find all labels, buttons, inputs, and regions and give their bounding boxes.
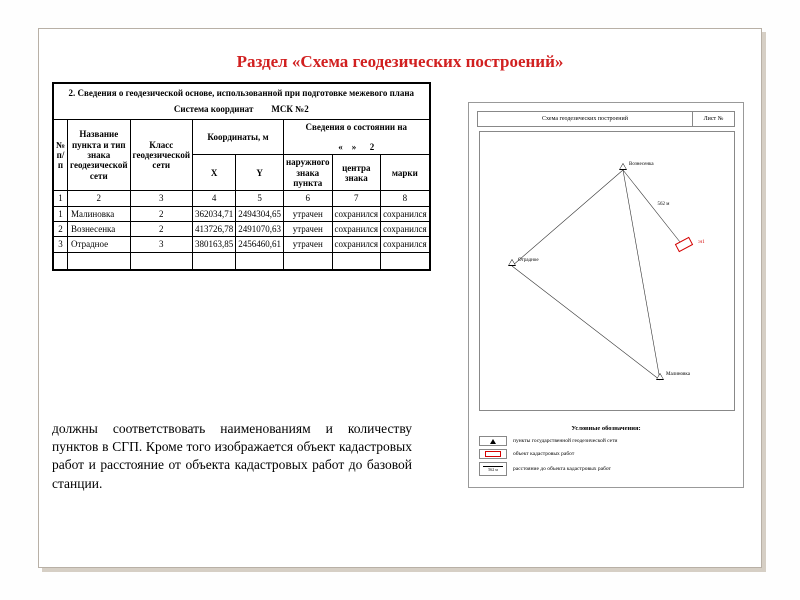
legend-row: пункты государственной геодезической сет… — [479, 436, 733, 446]
node-label: Вознесенка — [629, 162, 654, 167]
table-row: 1Малиновка2362034,712494304,65утраченсох… — [53, 206, 430, 221]
scheme-map: Вознесенка Отрадное Малиновка :н1 562 м — [479, 131, 735, 411]
description-paragraph: должны соответствовать наименованиям и к… — [52, 420, 412, 493]
section-title: Раздел «Схема геодезических построений» — [0, 52, 800, 72]
node-label: Отрадное — [518, 258, 539, 263]
node-vozn — [619, 163, 627, 170]
distance-label: 562 м — [658, 202, 670, 207]
col-y: Y — [236, 155, 284, 191]
table-header-line: 2. Сведения о геодезической основе, испо… — [56, 88, 427, 98]
coord-system: Система координат МСК №2 — [56, 104, 427, 114]
legend-row: объект кадастровых работ — [479, 449, 733, 459]
col-mark: марки — [381, 155, 430, 191]
col-center: центра знака — [332, 155, 381, 191]
legend-row: 562 мрасстояние до объекта кадастровых р… — [479, 462, 733, 476]
object-label: :н1 — [698, 240, 705, 245]
col-state: Сведения о состоянии на « » 2 — [284, 119, 430, 155]
table-header: 2. Сведения о геодезической основе, испо… — [53, 83, 430, 119]
scheme-header: Схема геодезических построений Лист № — [477, 111, 735, 127]
node-label: Малиновка — [666, 372, 690, 377]
geodesy-table: 2. Сведения о геодезической основе, испо… — [52, 82, 412, 271]
sheet-label: Лист № — [693, 111, 735, 127]
empty-row — [53, 252, 430, 270]
legend: Условные обозначения: пункты государстве… — [479, 425, 733, 479]
scheme-figure: Схема геодезических построений Лист № Во… — [468, 102, 744, 488]
table-row: 3Отрадное3380163,852456460,61утраченсохр… — [53, 237, 430, 252]
col-outer: наружного знака пункта — [284, 155, 333, 191]
legend-text: расстояние до объекта кадастровых работ — [513, 466, 733, 472]
table-row: 2Вознесенка2413726,782491070,63утраченсо… — [53, 222, 430, 237]
col-klass: Класс геодезической сети — [130, 119, 192, 191]
col-coord: Координаты, м — [193, 119, 284, 155]
scheme-title: Схема геодезических построений — [477, 111, 693, 127]
node-malin — [656, 373, 664, 380]
legend-title: Условные обозначения: — [479, 425, 733, 432]
col-x: X — [193, 155, 236, 191]
col-np: № п/п — [53, 119, 68, 191]
col-name: Название пункта и тип знака геодезическо… — [68, 119, 130, 191]
node-otrad — [508, 259, 516, 266]
scheme-edges — [480, 132, 736, 412]
index-row: 1 2 3 4 5 6 7 8 — [53, 191, 430, 206]
legend-text: объект кадастровых работ — [513, 451, 733, 457]
legend-text: пункты государственной геодезической сет… — [513, 438, 733, 444]
